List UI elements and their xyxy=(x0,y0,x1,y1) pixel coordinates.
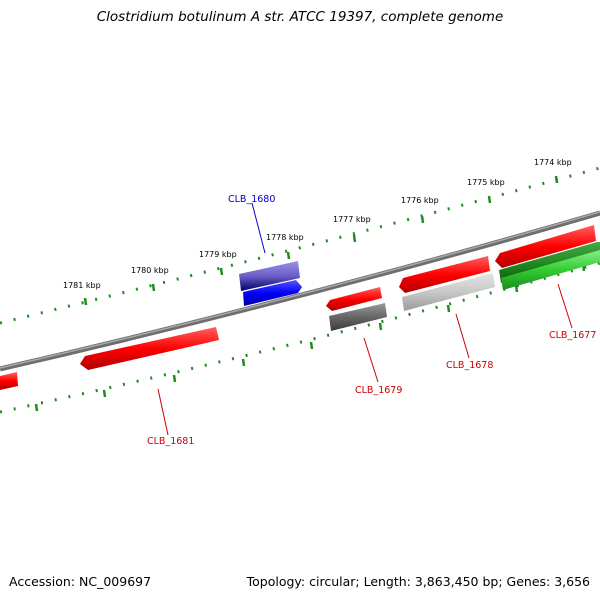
gene-clb1678[interactable] xyxy=(402,273,495,311)
kbp-label-1780: 1780 kbp xyxy=(131,266,169,275)
leader-clb1678 xyxy=(455,313,470,359)
gene-clb1677-top[interactable] xyxy=(495,225,596,268)
leader-clb1677 xyxy=(557,283,573,329)
gene-clb1680[interactable] xyxy=(243,280,302,306)
leader-clb1679 xyxy=(363,337,379,383)
kbp-label-1774: 1774 kbp xyxy=(534,158,572,167)
outer-tick-ring xyxy=(0,166,600,325)
label-clb1677[interactable]: CLB_1677 xyxy=(549,330,596,341)
kbp-label-1777: 1777 kbp xyxy=(333,215,371,224)
topology-info: Topology: circular; Length: 3,863,450 bp… xyxy=(246,574,590,589)
gene-clb1681[interactable] xyxy=(80,327,219,370)
kbp-label-1778: 1778 kbp xyxy=(266,233,304,242)
label-clb1679[interactable]: CLB_1679 xyxy=(355,385,402,396)
kbp-label-1781: 1781 kbp xyxy=(63,281,101,290)
gene-clb1679[interactable] xyxy=(329,303,387,331)
gene-edge-left[interactable] xyxy=(0,372,18,390)
map-title: Clostridium botulinum A str. ATCC 19397,… xyxy=(96,9,504,25)
label-clb1681[interactable]: CLB_1681 xyxy=(147,436,194,447)
kbp-label-1775: 1775 kbp xyxy=(467,178,505,187)
label-clb1678[interactable]: CLB_1678 xyxy=(446,360,493,371)
kbp-label-1776: 1776 kbp xyxy=(401,196,439,205)
kbp-label-1779: 1779 kbp xyxy=(199,250,237,259)
leader-clb1680 xyxy=(251,202,266,254)
gene-clb1680-top[interactable] xyxy=(239,261,300,291)
leader-clb1681 xyxy=(157,388,169,436)
accession-info: Accession: NC_009697 xyxy=(9,574,152,589)
gene-clb1679-top[interactable] xyxy=(326,287,382,311)
inner-major-ticks xyxy=(34,263,586,412)
inner-tick-ring xyxy=(0,261,600,414)
gene-clb1678-top[interactable] xyxy=(399,256,490,293)
genome-backbone xyxy=(0,210,600,372)
gene-clb1677[interactable] xyxy=(501,250,600,290)
label-clb1680[interactable]: CLB_1680 xyxy=(228,194,275,205)
outer-major-ticks xyxy=(83,175,559,306)
